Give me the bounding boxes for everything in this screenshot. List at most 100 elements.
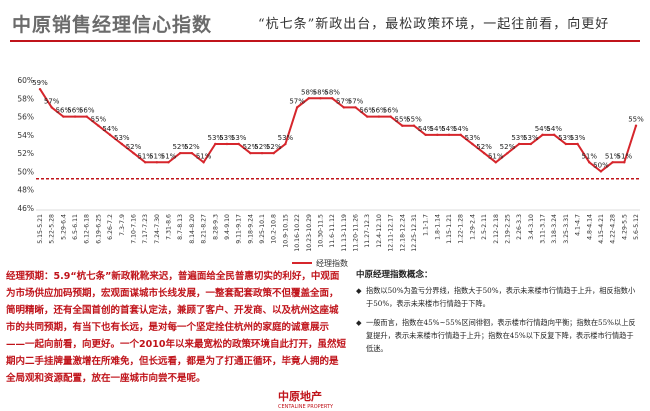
data-point (366, 115, 369, 118)
data-point (424, 133, 427, 137)
x-tick-label: 12.11-12.17 (388, 214, 395, 252)
x-tick-label: 3.18-3.24 (551, 214, 558, 244)
data-label: 52% (172, 143, 188, 151)
centaline-logo: 中原地产 CENTALINE PROPERTY (278, 388, 333, 410)
data-label: 53% (465, 134, 481, 142)
definition-item-1-text: 指数以50%为盈亏分界线，指数大于50%，表示未来楼市行情趋于上升，相反指数小于… (366, 286, 636, 308)
data-label: 53% (558, 134, 574, 142)
data-point (50, 106, 53, 109)
y-tick-label: 50% (17, 167, 34, 176)
data-labels-group: 59%57%56%56%56%55%54%53%52%51%51%51%52%5… (32, 79, 644, 169)
data-label: 54% (546, 125, 562, 133)
data-label: 58% (313, 88, 329, 96)
x-tick-label: 4.22-4.28 (610, 214, 617, 244)
x-tick-label: 3.4-3.10 (528, 214, 535, 240)
x-tick-label: 2.26-3.3 (516, 214, 523, 240)
x-tick-label: 8.28-9.3 (212, 214, 219, 240)
x-tick-label: 10.2-10.8 (271, 214, 278, 244)
data-point (284, 142, 287, 146)
x-tick-label: 10.16-10.22 (294, 214, 301, 252)
x-tick-label: 1.29-2.4 (469, 214, 476, 240)
data-label: 54% (535, 125, 551, 133)
logo-subtext: CENTALINE PROPERTY (278, 404, 334, 410)
x-tick-label: 2.12-2.18 (493, 214, 500, 244)
data-label: 57% (336, 97, 352, 105)
x-tick-label: 3.11-3.17 (540, 214, 547, 244)
data-label: 55% (628, 116, 644, 124)
data-point (132, 151, 135, 155)
diamond-bullet-icon: ◆ (356, 286, 362, 295)
data-point (342, 106, 346, 109)
data-label: 51% (617, 152, 633, 160)
data-point (260, 151, 264, 155)
y-tick-label: 56% (17, 113, 34, 122)
data-point (307, 97, 310, 100)
data-point (214, 142, 217, 146)
legend: 经理指数 (290, 254, 370, 273)
data-point (506, 151, 509, 155)
data-label: 54% (102, 125, 118, 133)
data-label: 56% (67, 107, 83, 115)
x-tick-label: 4.1-4.7 (575, 214, 582, 236)
data-point (471, 142, 474, 146)
data-point (120, 142, 124, 146)
data-point (167, 161, 170, 164)
data-label: 53% (219, 134, 235, 142)
slogan: “杭七条”新政出台，最松政策环境，一起往前看，向更好 (258, 17, 610, 32)
data-point (529, 142, 533, 146)
x-tick-label: 6.5-6.11 (72, 214, 79, 240)
data-label: 55% (394, 116, 410, 124)
header-divider (10, 40, 640, 42)
data-label: 52% (476, 143, 492, 151)
data-point (412, 124, 416, 127)
x-tick-label: 9.11-9.17 (236, 214, 243, 244)
data-point (202, 161, 205, 164)
data-point (576, 142, 579, 146)
x-tick-label: 11.6-11.12 (329, 214, 336, 248)
x-tick-label: 7.24-7.30 (154, 214, 161, 244)
data-point (623, 161, 626, 164)
data-label: 54% (418, 125, 434, 133)
series-line (39, 88, 637, 173)
x-tick-label: 11.20-11.26 (353, 214, 360, 252)
data-point (541, 133, 544, 137)
x-tick-label: 8.14-8.20 (189, 214, 196, 244)
data-label: 51% (581, 152, 597, 160)
x-tick-label: 9.18-9.24 (247, 214, 254, 244)
x-tick-label: 11.13-11.19 (341, 214, 348, 252)
definition-item-1: ◆ 指数以50%为盈亏分界线，指数大于50%，表示未来楼市行情趋于上升，相反指数小… (356, 284, 640, 310)
data-label: 53% (523, 134, 539, 142)
data-label: 52% (266, 143, 282, 151)
data-label: 51% (161, 152, 177, 160)
data-point (447, 133, 451, 137)
data-point (588, 161, 591, 164)
x-tick-label: 4.8-4.14 (586, 214, 593, 240)
diamond-bullet-icon: ◆ (356, 318, 362, 327)
y-tick-label: 54% (17, 131, 34, 140)
x-tick-label: 1.8-1.14 (434, 214, 441, 240)
x-tick-label: 2.19-2.25 (504, 214, 511, 244)
x-tick-label: 6.12-6.18 (84, 214, 91, 244)
x-tick-label: 3.25-3.31 (563, 214, 570, 244)
data-point (436, 133, 439, 137)
x-tick-label: 1.15-1.21 (446, 214, 453, 244)
x-tick-label: 7.17-7.23 (142, 214, 149, 244)
data-label: 56% (79, 107, 95, 115)
data-label: 58% (324, 88, 340, 96)
y-axis: 60% 58% 56% 54% 52% 50% 48% 46% (17, 76, 34, 213)
x-tick-label: 7.10-7.16 (130, 214, 137, 244)
data-point (190, 151, 194, 155)
data-label: 57% (348, 97, 364, 105)
x-tick-label: 10.30-11.5 (317, 214, 324, 248)
legend-swatch: 经理指数 (292, 258, 348, 268)
x-tick-label: 8.21-8.27 (201, 214, 208, 244)
y-tick-label: 58% (17, 94, 34, 103)
data-point (319, 97, 322, 100)
data-label: 56% (359, 107, 375, 115)
data-label: 52% (254, 143, 270, 151)
header: 中原销售经理信心指数 “杭七条”新政出台，最松政策环境，一起往前看，向更好 (0, 0, 650, 42)
x-tick-label: 8.7-8.13 (177, 214, 184, 240)
data-label: 58% (301, 88, 317, 96)
data-point (517, 142, 521, 146)
data-point (611, 161, 614, 164)
